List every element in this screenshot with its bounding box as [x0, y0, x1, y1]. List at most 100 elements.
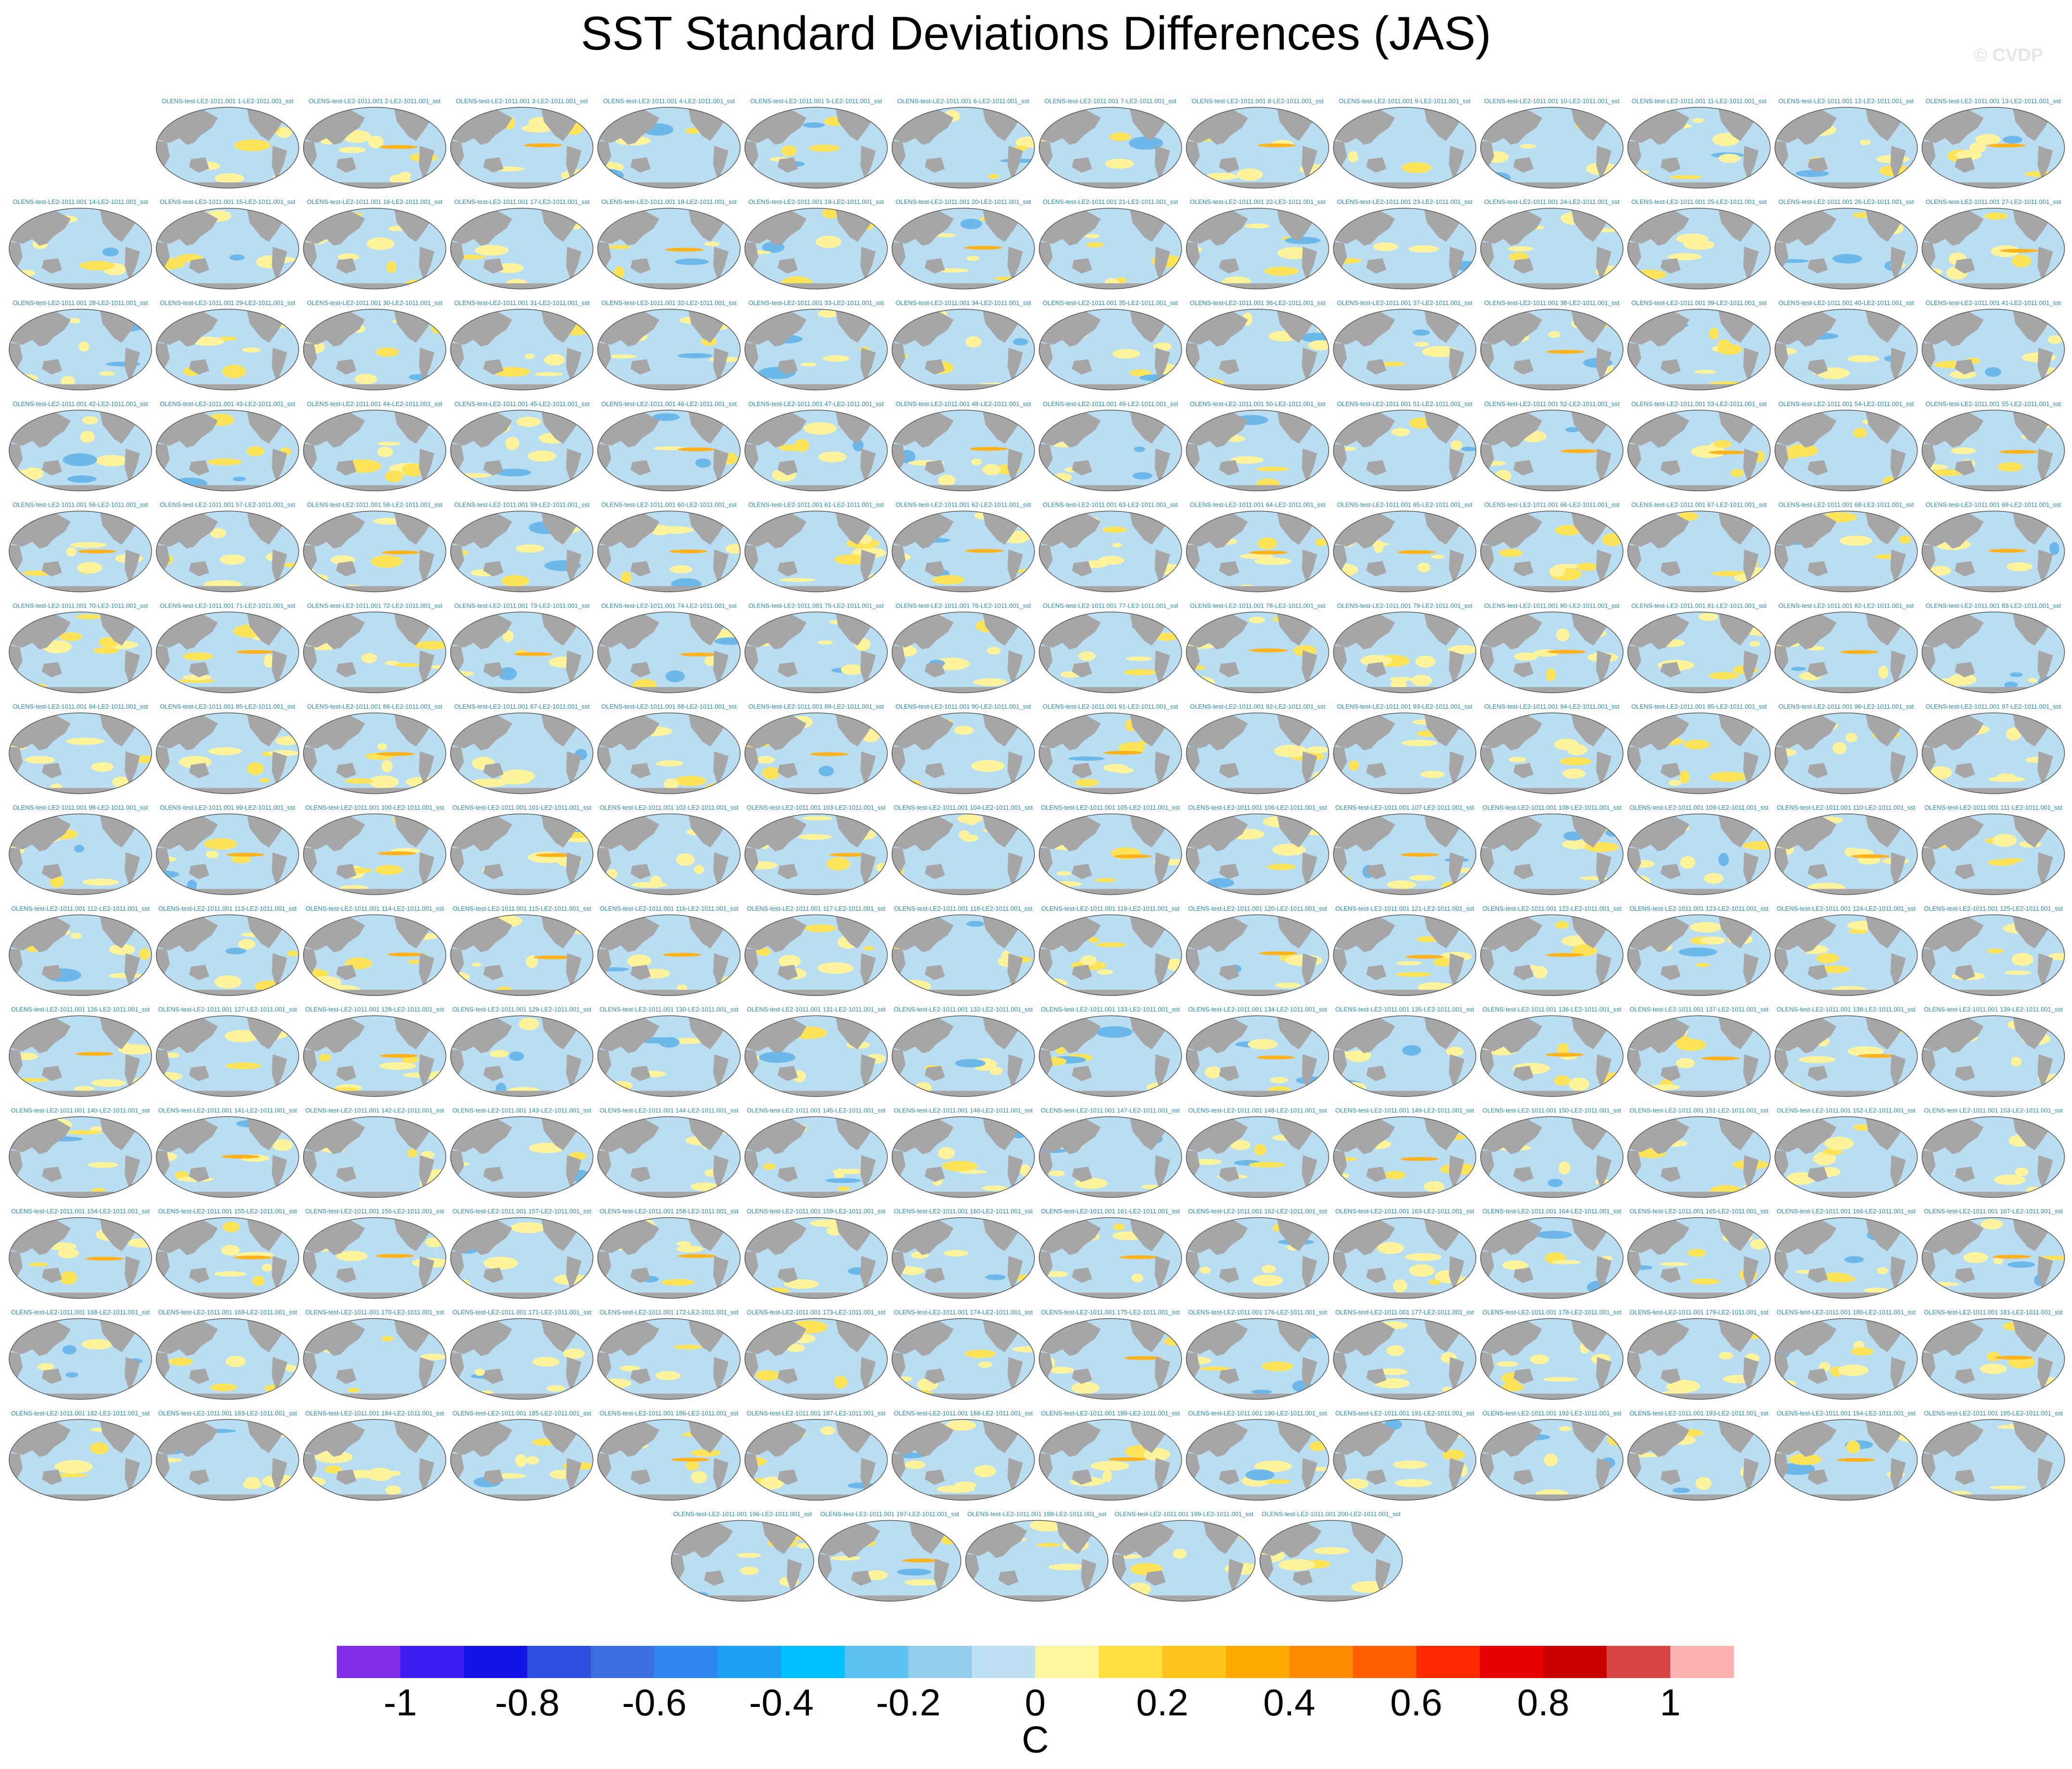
map-outline — [1333, 510, 1476, 592]
map-panel: OLENS-test-LE2-1011.001 37-LE2-1011.001_… — [1333, 299, 1476, 391]
colorbar-box — [1353, 1646, 1417, 1678]
map-outline — [1921, 713, 2065, 794]
panel-label: OLENS-test-LE2-1011.001 158-LE2-1011.001… — [600, 1208, 739, 1215]
colorbar-box — [1670, 1646, 1734, 1678]
map-panel: OLENS-test-LE2-1011.001 73-LE2-1011.001_… — [450, 602, 594, 693]
panel-label: OLENS-test-LE2-1011.001 13-LE2-1011.001_… — [1926, 97, 2061, 104]
map-panel: OLENS-test-LE2-1011.001 69-LE2-1011.001_… — [1921, 501, 2065, 592]
map-panel: OLENS-test-LE2-1011.001 52-LE2-1011.001_… — [1480, 400, 1624, 492]
panel-label: OLENS-test-LE2-1011.001 154-LE2-1011.001… — [11, 1208, 150, 1215]
map-panel: OLENS-test-LE2-1011.001 76-LE2-1011.001_… — [892, 602, 1035, 693]
map-outline — [744, 1217, 888, 1299]
panel-label: OLENS-test-LE2-1011.001 108-LE2-1011.001… — [1483, 804, 1622, 811]
map-panel: OLENS-test-LE2-1011.001 34-LE2-1011.001_… — [892, 299, 1035, 391]
map-panel: OLENS-test-LE2-1011.001 143-LE2-1011.001… — [450, 1107, 594, 1198]
map-outline — [744, 510, 888, 592]
map-outline — [303, 1015, 447, 1097]
map-panel: OLENS-test-LE2-1011.001 101-LE2-1011.001… — [450, 804, 594, 895]
map-outline — [303, 611, 447, 693]
map-outline — [1480, 914, 1624, 996]
panel-label: OLENS-test-LE2-1011.001 24-LE2-1011.001_… — [1484, 198, 1620, 205]
map-outline — [156, 208, 299, 290]
panel-label: OLENS-test-LE2-1011.001 68-LE2-1011.001_… — [1778, 501, 1914, 509]
map-panel: OLENS-test-LE2-1011.001 97-LE2-1011.001_… — [1921, 703, 2065, 794]
map-panel: OLENS-test-LE2-1011.001 49-LE2-1011.001_… — [1038, 400, 1182, 492]
panel-label: OLENS-test-LE2-1011.001 176-LE2-1011.001… — [1188, 1309, 1327, 1316]
map-outline — [744, 611, 888, 693]
panel-label: OLENS-test-LE2-1011.001 5-LE2-1011.001_s… — [750, 97, 883, 104]
panel-label: OLENS-test-LE2-1011.001 92-LE2-1011.001_… — [1190, 703, 1326, 710]
map-panel: OLENS-test-LE2-1011.001 135-LE2-1011.001… — [1333, 1006, 1476, 1097]
panel-label: OLENS-test-LE2-1011.001 99-LE2-1011.001_… — [160, 804, 295, 811]
panel-label: OLENS-test-LE2-1011.001 133-LE2-1011.001… — [1041, 1006, 1180, 1013]
map-panel: OLENS-test-LE2-1011.001 13-LE2-1011.001_… — [1921, 97, 2065, 189]
panel-label: OLENS-test-LE2-1011.001 127-LE2-1011.001… — [158, 1006, 297, 1013]
map-panel: OLENS-test-LE2-1011.001 98-LE2-1011.001_… — [9, 804, 152, 895]
panel-label: OLENS-test-LE2-1011.001 54-LE2-1011.001_… — [1778, 400, 1914, 407]
map-outline — [1627, 914, 1771, 996]
panel-label: OLENS-test-LE2-1011.001 173-LE2-1011.001… — [747, 1309, 886, 1316]
map-outline — [156, 1116, 299, 1198]
panel-label: OLENS-test-LE2-1011.001 155-LE2-1011.001… — [158, 1208, 297, 1215]
map-panel: OLENS-test-LE2-1011.001 190-LE2-1011.001… — [1186, 1410, 1330, 1501]
map-outline — [1774, 713, 1918, 794]
map-outline — [9, 1217, 152, 1299]
map-outline — [303, 914, 447, 996]
map-panel: OLENS-test-LE2-1011.001 72-LE2-1011.001_… — [303, 602, 447, 693]
map-outline — [597, 208, 741, 290]
map-panel: OLENS-test-LE2-1011.001 27-LE2-1011.001_… — [1921, 198, 2065, 290]
map-panel: OLENS-test-LE2-1011.001 185-LE2-1011.001… — [450, 1410, 594, 1501]
map-outline — [1921, 1015, 2065, 1097]
map-panel: OLENS-test-LE2-1011.001 168-LE2-1011.001… — [9, 1309, 152, 1400]
panel-label: OLENS-test-LE2-1011.001 156-LE2-1011.001… — [305, 1208, 444, 1215]
map-outline — [9, 1015, 152, 1097]
map-panel: OLENS-test-LE2-1011.001 152-LE2-1011.001… — [1774, 1107, 1918, 1198]
map-panel: OLENS-test-LE2-1011.001 15-LE2-1011.001_… — [156, 198, 299, 290]
panel-label: OLENS-test-LE2-1011.001 69-LE2-1011.001_… — [1926, 501, 2061, 509]
panel-label: OLENS-test-LE2-1011.001 184-LE2-1011.001… — [305, 1410, 444, 1417]
map-panel: OLENS-test-LE2-1011.001 177-LE2-1011.001… — [1333, 1309, 1476, 1400]
map-outline — [744, 1116, 888, 1198]
map-outline — [303, 1116, 447, 1198]
map-outline — [744, 713, 888, 794]
map-panel: OLENS-test-LE2-1011.001 36-LE2-1011.001_… — [1186, 299, 1330, 391]
map-panel: OLENS-test-LE2-1011.001 66-LE2-1011.001_… — [1480, 501, 1624, 592]
panel-label: OLENS-test-LE2-1011.001 195-LE2-1011.001… — [1924, 1410, 2063, 1417]
map-outline — [1333, 1217, 1476, 1299]
panel-label: OLENS-test-LE2-1011.001 109-LE2-1011.001… — [1630, 804, 1769, 811]
map-outline — [156, 409, 299, 492]
panel-label: OLENS-test-LE2-1011.001 140-LE2-1011.001… — [11, 1107, 150, 1114]
map-panel: OLENS-test-LE2-1011.001 116-LE2-1011.001… — [597, 905, 741, 996]
panel-label: OLENS-test-LE2-1011.001 46-LE2-1011.001_… — [601, 400, 737, 407]
map-panel: OLENS-test-LE2-1011.001 160-LE2-1011.001… — [892, 1208, 1035, 1299]
map-panel: OLENS-test-LE2-1011.001 64-LE2-1011.001_… — [1186, 501, 1330, 592]
map-panel: OLENS-test-LE2-1011.001 58-LE2-1011.001_… — [303, 501, 447, 592]
panel-label: OLENS-test-LE2-1011.001 31-LE2-1011.001_… — [454, 299, 590, 306]
map-outline — [1038, 308, 1182, 391]
panel-label: OLENS-test-LE2-1011.001 148-LE2-1011.001… — [1188, 1107, 1327, 1114]
map-panel: OLENS-test-LE2-1011.001 173-LE2-1011.001… — [744, 1309, 888, 1400]
map-outline — [1186, 713, 1330, 794]
map-panel: OLENS-test-LE2-1011.001 199-LE2-1011.001… — [1112, 1511, 1256, 1602]
map-outline — [597, 409, 741, 492]
colorbar-tick-label: 0.8 — [1517, 1681, 1569, 1724]
map-outline — [597, 813, 741, 895]
panel-label: OLENS-test-LE2-1011.001 110-LE2-1011.001… — [1777, 804, 1916, 811]
panel-label: OLENS-test-LE2-1011.001 185-LE2-1011.001… — [452, 1410, 591, 1417]
map-outline — [1774, 1015, 1918, 1097]
map-panel: OLENS-test-LE2-1011.001 11-LE2-1011.001_… — [1627, 97, 1771, 189]
panel-label: OLENS-test-LE2-1011.001 53-LE2-1011.001_… — [1631, 400, 1767, 407]
panel-label: OLENS-test-LE2-1011.001 47-LE2-1011.001_… — [748, 400, 884, 407]
panel-label: OLENS-test-LE2-1011.001 131-LE2-1011.001… — [747, 1006, 886, 1013]
map-panel: OLENS-test-LE2-1011.001 45-LE2-1011.001_… — [450, 400, 594, 492]
map-outline — [892, 914, 1035, 996]
map-panel: OLENS-test-LE2-1011.001 25-LE2-1011.001_… — [1627, 198, 1771, 290]
map-outline — [1112, 1520, 1256, 1602]
map-outline — [744, 208, 888, 290]
map-outline — [1921, 1116, 2065, 1198]
panel-label: OLENS-test-LE2-1011.001 22-LE2-1011.001_… — [1190, 198, 1326, 205]
map-outline — [892, 409, 1035, 492]
map-panel: OLENS-test-LE2-1011.001 56-LE2-1011.001_… — [9, 501, 152, 592]
panel-label: OLENS-test-LE2-1011.001 150-LE2-1011.001… — [1483, 1107, 1622, 1114]
map-outline — [597, 713, 741, 794]
